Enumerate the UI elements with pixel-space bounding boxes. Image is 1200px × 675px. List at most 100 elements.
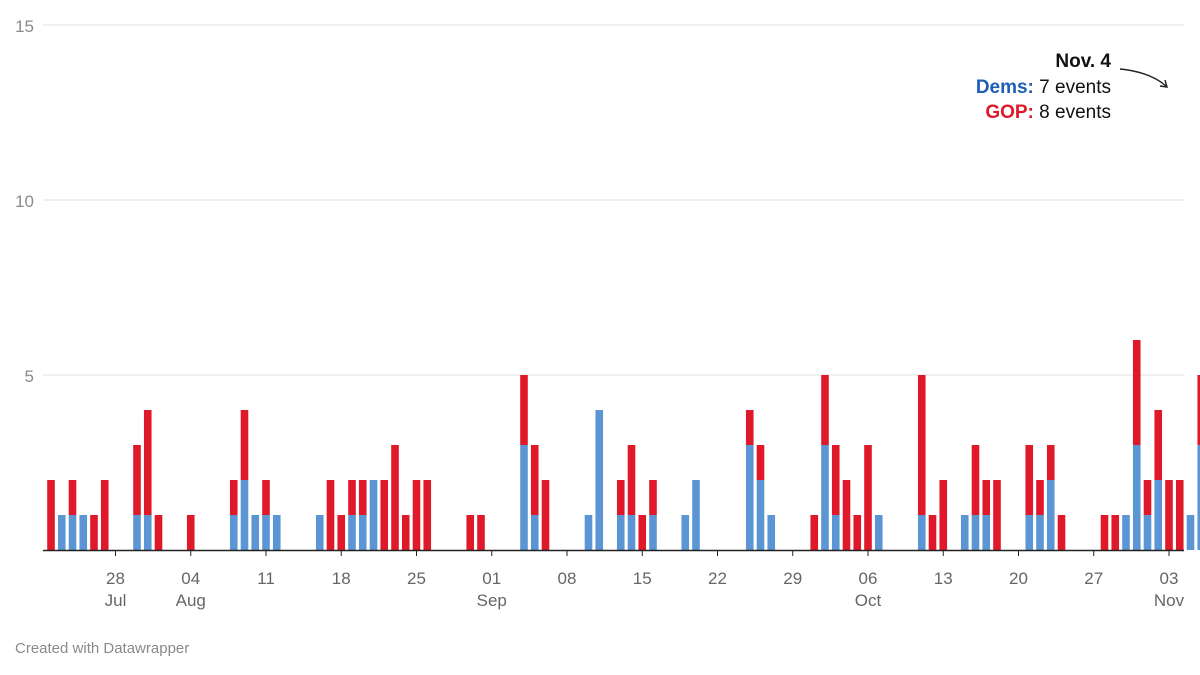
bar-gop [47,480,55,550]
bar-gop [541,480,550,550]
bar-gop [821,375,829,445]
bar-dems [982,515,991,550]
x-tick-label: 27 [1084,569,1103,588]
bar-dems [649,515,657,550]
bar-gop [1046,445,1055,480]
bar-dems [240,480,249,550]
bar-gop [917,375,926,515]
x-tick-label: 15 [633,569,652,588]
bar-gop [928,515,937,550]
bar-gop [423,480,432,550]
bar-dems [272,515,281,550]
bar-dems [133,515,141,550]
bar-dems [358,515,367,550]
bar-gop [1132,340,1141,445]
bar-dems [79,515,88,550]
bar-dems [616,515,625,550]
x-tick-label: 20 [1009,569,1028,588]
bar-gop [1197,375,1200,445]
bar-gop [143,410,152,515]
x-tick-label: 28 [106,569,125,588]
bar-gop [326,480,335,550]
x-tick-label: 18 [332,569,351,588]
x-tick-label: 01 [482,569,501,588]
bar-dems [1143,515,1152,550]
x-axis: 28 Jul 04 Aug 11 18 25 01 Sep 08 15 22 29 06 Oct 13 20 27… [43,549,1185,610]
x-tick-label: 03 [1160,569,1179,588]
bar-gop [756,445,765,480]
bar-dems [960,515,969,550]
bar-gop [391,445,399,550]
bar-dems [348,515,356,550]
bar-gop [638,515,647,550]
x-tick-label: 08 [558,569,577,588]
x-tick-label: 06 [859,569,878,588]
bar-gop [1057,515,1066,550]
y-axis-labels: 5 10 15 [15,17,34,386]
bar-gop [337,515,346,550]
bar-gop [853,515,862,550]
annotation-gop-text: 8 events [1034,102,1111,123]
bar-dems [821,445,829,550]
bar-dems [68,515,77,550]
bar-gop [90,515,98,550]
bar-gop [68,480,77,515]
x-tick-month-label: Nov [1154,591,1185,610]
bar-dems [251,515,260,550]
bar-gop [1036,480,1044,515]
bar-gop [831,445,840,515]
bar-dems [1132,445,1141,550]
bar-dems [831,515,840,550]
bar-gop [842,480,851,550]
annotation-gop: GOP: 8 events [985,102,1111,123]
bar-gop [412,480,421,550]
annotation-dems: Dems: 7 events [976,77,1111,98]
bar-dems [745,445,754,550]
gridlines [43,24,1184,376]
y-tick-label: 10 [15,192,34,211]
bar-gop [1100,515,1109,550]
annotation-dems-text: 7 events [1034,77,1111,98]
bar-dems [1122,515,1130,550]
footer-credit: Created with Datawrapper [15,640,190,657]
x-tick-label: 29 [783,569,802,588]
bar-gop [745,410,754,445]
bar-dems [692,480,700,550]
x-tick-month-label: Jul [105,591,127,610]
bar-gop [1154,410,1163,480]
bar-gop [1111,515,1120,550]
bar-dems [767,515,776,550]
bar-dems [971,515,980,550]
bar-gop [1025,445,1034,515]
bar-dems [143,515,152,550]
bar-gop [520,375,528,445]
bar-dems [681,515,690,550]
x-tick-month-label: Oct [855,591,882,610]
bars [47,340,1200,550]
bar-dems [627,515,636,550]
bar-gop [380,480,389,550]
bar-gop [864,445,872,550]
bar-gop [154,515,163,550]
bar-gop [1165,480,1173,550]
annotation-gop-label: GOP: [985,102,1034,123]
x-tick-month-label: Aug [176,591,206,610]
bar-dems [530,515,539,550]
bar-gop [133,445,141,515]
x-tick-label: 25 [407,569,426,588]
bar-dems [262,515,270,550]
bar-gop [348,480,356,515]
bar-gop [466,515,475,550]
bar-gop [971,445,980,515]
bar-gop [100,480,109,550]
bar-gop [982,480,991,515]
bar-gop [401,515,410,550]
bar-gop [1175,480,1184,550]
bar-gop [229,480,238,515]
x-tick-label: 22 [708,569,727,588]
annotation-title: Nov. 4 [1055,51,1111,72]
bar-dems [1197,445,1200,550]
bar-dems [1046,480,1055,550]
bar-gop [993,480,1001,550]
x-tick-month-label: Sep [477,591,507,610]
